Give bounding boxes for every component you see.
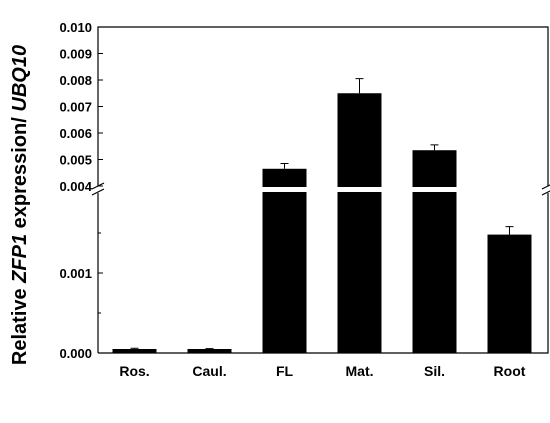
y-label-part: expression/ <box>9 112 31 234</box>
x-tick-label: FL <box>276 363 294 379</box>
y-tick-label: 0.004 <box>59 179 92 194</box>
y-tick-label: 0.009 <box>59 47 92 62</box>
bar <box>263 169 307 353</box>
y-tick-label: 0.000 <box>59 346 92 361</box>
y-tick-label: 0.008 <box>59 73 92 88</box>
y-tick-label: 0.007 <box>59 100 92 115</box>
x-tick-label: Root <box>494 363 526 379</box>
x-tick-label: Mat. <box>346 363 374 379</box>
error-bar <box>356 79 364 94</box>
y-tick-label: 0.001 <box>59 266 92 281</box>
x-tick-label: Caul. <box>192 363 226 379</box>
bar <box>413 150 457 353</box>
error-bar <box>281 163 289 168</box>
y-tick-label: 0.010 <box>59 20 92 35</box>
y-label-ref: UBQ10 <box>9 45 31 112</box>
bar <box>338 93 382 353</box>
axis-break-gap <box>96 187 550 192</box>
x-tick-label: Sil. <box>424 363 445 379</box>
y-tick-label: 0.006 <box>59 126 92 141</box>
error-bar <box>506 227 514 235</box>
y-tick-label: 0.005 <box>59 153 92 168</box>
y-label-gene: ZFP1 <box>9 234 31 284</box>
y-axis-label: Relative ZFP1 expression/ UBQ10 <box>9 45 31 365</box>
x-tick-label: Ros. <box>119 363 149 379</box>
error-bar <box>131 348 139 349</box>
error-bar <box>431 145 439 150</box>
y-label-part: Relative <box>9 283 31 365</box>
bar <box>488 235 532 353</box>
